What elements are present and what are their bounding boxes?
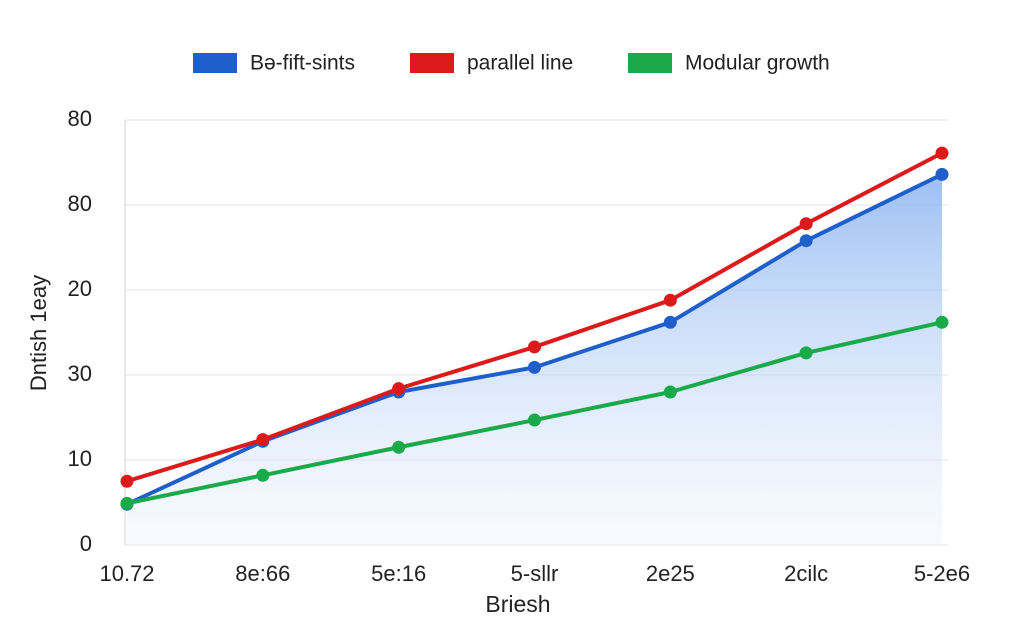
x-tick-label: 2e25 xyxy=(646,561,695,586)
x-tick-label: 8e:66 xyxy=(235,561,290,586)
legend-swatch xyxy=(410,53,454,73)
x-tick-label: 10.72 xyxy=(99,561,154,586)
data-point xyxy=(120,496,134,510)
y-tick-label: 20 xyxy=(68,276,92,301)
data-point xyxy=(663,385,677,399)
legend-label: parallel line xyxy=(467,52,573,75)
data-point xyxy=(935,146,949,160)
data-point xyxy=(935,315,949,329)
data-point xyxy=(392,440,406,454)
data-point xyxy=(256,468,270,482)
data-point xyxy=(392,382,406,396)
x-axis-label: Briesh xyxy=(485,591,550,617)
data-point xyxy=(799,346,813,360)
y-tick-label: 0 xyxy=(80,531,92,556)
x-tick-label: 5-2e6 xyxy=(914,561,970,586)
legend-label: Modular growth xyxy=(685,52,830,75)
data-point xyxy=(528,360,541,374)
data-point xyxy=(663,315,677,329)
y-tick-label: 30 xyxy=(68,361,92,386)
x-tick-label: 5-sllr xyxy=(511,561,559,586)
y-tick-label: 80 xyxy=(68,191,92,216)
y-tick-label: 80 xyxy=(68,106,92,131)
data-point xyxy=(256,433,270,447)
data-point xyxy=(528,413,541,427)
area xyxy=(127,174,942,545)
data-point xyxy=(935,167,949,181)
legend-swatch xyxy=(628,53,672,73)
legend-label: Bə-fift-sints xyxy=(250,52,355,75)
data-point xyxy=(528,340,541,354)
data-point xyxy=(120,474,134,488)
data-point xyxy=(799,234,813,248)
legend-swatch xyxy=(193,53,237,73)
x-tick-label: 2cilc xyxy=(784,561,828,586)
y-tick-label: 10 xyxy=(68,446,92,471)
data-point xyxy=(663,293,677,307)
y-axis-label: Dntish 1eay xyxy=(26,275,51,391)
data-point xyxy=(799,217,813,231)
x-tick-label: 5e:16 xyxy=(371,561,426,586)
